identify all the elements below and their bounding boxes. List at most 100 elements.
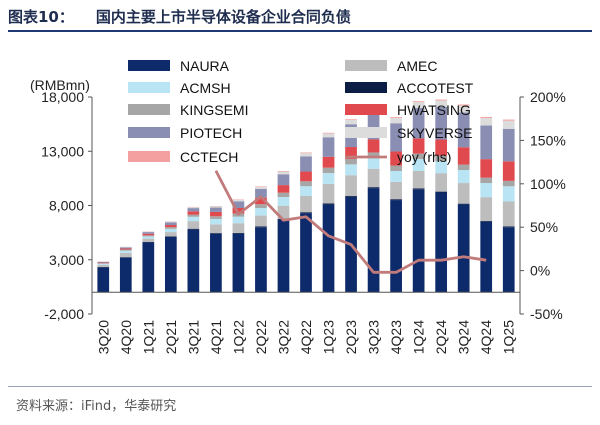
x-tick-label: 1Q21 — [140, 320, 156, 354]
legend-label-kingsemi: KINGSEMI — [180, 102, 248, 118]
y-axis-label: (RMBmn) — [30, 77, 90, 93]
bar-kingsemi-2q21 — [164, 227, 177, 229]
bar-piotech-1q25 — [502, 128, 515, 162]
figure-title-text: 国内主要上市半导体设备企业合同负债 — [95, 8, 351, 26]
x-tick-label: 4Q21 — [208, 320, 224, 354]
y2-tick-label: 100% — [530, 176, 566, 192]
bar-piotech-3q20 — [97, 261, 110, 263]
legend-label-naura: NAURA — [180, 58, 230, 74]
bar-hwatsing-3q24 — [457, 147, 470, 165]
bar-accotest-4q22 — [300, 212, 312, 214]
bar-piotech-3q21 — [187, 208, 200, 212]
bar-piotech-1q23 — [322, 137, 335, 157]
legend-label-accotest: ACCOTEST — [397, 80, 474, 96]
bar-cctech-1q23 — [322, 132, 335, 134]
bar-piotech-3q24 — [457, 112, 470, 148]
bar-naura-1q25 — [502, 227, 515, 293]
y2-tick-label: 200% — [530, 89, 566, 105]
bar-kingsemi-2q24 — [435, 155, 448, 162]
bar-acmsh-1q23 — [322, 173, 335, 184]
x-tick-label: 2Q21 — [163, 320, 179, 354]
bar-accotest-2q21 — [164, 236, 177, 237]
bar-hwatsing-1q21 — [142, 233, 155, 236]
bar-piotech-1q24 — [412, 108, 425, 139]
bar-piotech-4q20 — [119, 247, 132, 249]
bar-accotest-1q25 — [502, 226, 515, 228]
bar-acmsh-3q22 — [277, 197, 290, 206]
bar-skyverse-1q22 — [232, 199, 245, 202]
bar-hwatsing-1q22 — [232, 207, 245, 214]
x-tick-label: 1Q23 — [321, 320, 337, 354]
bar-naura-3q20 — [97, 267, 110, 293]
bar-kingsemi-2q22 — [255, 204, 267, 208]
bar-skyverse-2q24 — [435, 100, 448, 107]
x-tick-label: 4Q22 — [298, 320, 314, 354]
bar-accotest-1q24 — [412, 188, 425, 190]
bar-cctech-2q23 — [345, 119, 357, 120]
x-tick-label: 2Q23 — [343, 320, 359, 354]
bar-amec-4q22 — [300, 195, 312, 213]
bar-amec-2q22 — [255, 215, 267, 227]
bar-kingsemi-3q23 — [367, 152, 380, 158]
legend-swatch-cctech — [128, 151, 170, 162]
bar-accotest-4q21 — [210, 233, 222, 234]
bar-hwatsing-1q24 — [412, 138, 425, 154]
bar-accotest-4q24 — [480, 221, 493, 222]
bar-acmsh-2q23 — [345, 164, 357, 176]
bar-hwatsing-1q23 — [322, 156, 335, 168]
bar-skyverse-3q21 — [187, 207, 200, 209]
bar-hwatsing-2q21 — [164, 225, 177, 228]
legend-label-hwatsing: HWATSING — [397, 102, 471, 118]
bar-cctech-2q24 — [435, 99, 448, 101]
x-tick-label: 4Q24 — [478, 320, 494, 354]
bar-naura-1q21 — [142, 242, 155, 293]
bar-cctech-1q24 — [412, 101, 425, 103]
source-note: 资料来源：iFind，华泰研究 — [16, 399, 177, 414]
bar-piotech-3q22 — [277, 174, 290, 186]
x-tick-label: 3Q22 — [275, 320, 291, 354]
bar-hwatsing-4q21 — [210, 211, 222, 217]
bar-cctech-4q22 — [300, 152, 312, 154]
bar-cctech-3q22 — [277, 170, 290, 172]
bar-accotest-3q24 — [457, 203, 470, 205]
bar-skyverse-3q22 — [277, 171, 290, 175]
figure-title: 图表10： 国内主要上市半导体设备企业合同负债 — [8, 4, 592, 30]
x-tick-label: 2Q22 — [253, 320, 269, 354]
bar-hwatsing-4q22 — [300, 171, 312, 182]
bar-skyverse-2q22 — [255, 186, 267, 190]
bar-piotech-1q21 — [142, 232, 155, 234]
bar-kingsemi-1q24 — [412, 153, 425, 160]
y2-tick-label: -50% — [530, 306, 563, 322]
bar-naura-2q22 — [255, 227, 267, 293]
bar-skyverse-1q25 — [502, 120, 515, 129]
bar-naura-3q23 — [367, 188, 380, 293]
x-tick-label: 3Q24 — [456, 320, 472, 354]
axes-layer: -2,000 3,000 8,000 13,000 18,000 -50% 0% 50% 100… — [41, 89, 566, 354]
bar-kingsemi-1q23 — [322, 167, 335, 174]
bar-cctech-4q23 — [390, 117, 402, 118]
bar-kingsemi-3q22 — [277, 192, 290, 198]
bar-acmsh-2q21 — [164, 228, 177, 233]
bar-naura-1q23 — [322, 204, 335, 293]
bar-naura-3q22 — [277, 219, 290, 293]
bar-naura-4q22 — [300, 213, 312, 293]
bar-kingsemi-2q23 — [345, 158, 357, 165]
legend-swatch-naura — [128, 60, 170, 71]
y2-tick-label: 150% — [530, 132, 566, 148]
bar-amec-3q22 — [277, 205, 290, 219]
bar-naura-2q21 — [164, 236, 177, 293]
bar-skyverse-4q21 — [210, 206, 222, 208]
y2-tick-label: 50% — [530, 219, 558, 235]
legend: NAURA AMEC ACMSH ACCOTEST KINGSEMI HWATSING PI… — [128, 58, 474, 165]
bar-kingsemi-4q23 — [390, 165, 402, 171]
bar-acmsh-4q20 — [119, 250, 132, 253]
bar-hwatsing-2q24 — [435, 139, 448, 156]
bar-piotech-4q22 — [300, 156, 312, 172]
title-divider — [8, 30, 592, 32]
legend-label-piotech: PIOTECH — [180, 125, 242, 141]
bar-piotech-2q21 — [164, 222, 177, 226]
x-tick-label: 3Q23 — [366, 320, 382, 354]
y2-tick-label: 0% — [530, 263, 550, 279]
bar-naura-4q23 — [390, 200, 402, 293]
